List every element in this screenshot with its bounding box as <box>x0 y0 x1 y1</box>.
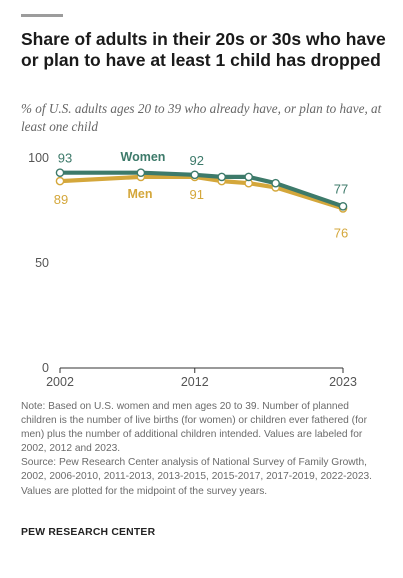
data-label-women-0: 93 <box>58 151 72 166</box>
series-layer <box>55 168 348 213</box>
x-tick-label-2023: 2023 <box>329 375 357 389</box>
data-label-men-2: 91 <box>190 187 204 202</box>
y-tick-label-0: 0 <box>42 361 49 375</box>
data-label-men-0: 89 <box>54 192 68 207</box>
chart-title: Share of adults in their 20s or 30s who … <box>21 29 386 70</box>
organization-name: PEW RESEARCH CENTER <box>21 527 156 538</box>
point-women-5 <box>271 178 280 188</box>
data-label-women-2: 92 <box>190 153 204 168</box>
series-label-women: Women <box>121 150 166 164</box>
data-label-men-6: 76 <box>334 225 348 240</box>
point-women-0 <box>55 168 65 177</box>
point-men-0 <box>55 176 65 186</box>
point-women-1 <box>136 168 146 177</box>
x-tick-label-2012: 2012 <box>181 375 209 389</box>
series-label-men: Men <box>128 187 153 201</box>
point-women-4 <box>244 172 253 182</box>
y-tick-label-50: 50 <box>35 256 49 270</box>
chart-subtitle: % of U.S. adults ages 20 to 39 who alrea… <box>21 101 382 134</box>
label-layer: 93 92 77 89 91 76 Women Men <box>54 150 348 240</box>
x-tick-label-2002: 2002 <box>46 375 74 389</box>
point-women-6 <box>338 201 348 211</box>
point-women-3 <box>217 172 227 182</box>
y-tick-label-100: 100 <box>28 151 49 165</box>
top-rule <box>21 14 63 17</box>
point-women-2 <box>190 170 200 180</box>
source-text: Source: Pew Research Center analysis of … <box>21 457 373 497</box>
note-text: Note: Based on U.S. women and men ages 2… <box>21 401 367 455</box>
data-label-women-6: 77 <box>334 181 348 196</box>
chart-note: Note: Based on U.S. women and men ages 2… <box>21 400 381 499</box>
